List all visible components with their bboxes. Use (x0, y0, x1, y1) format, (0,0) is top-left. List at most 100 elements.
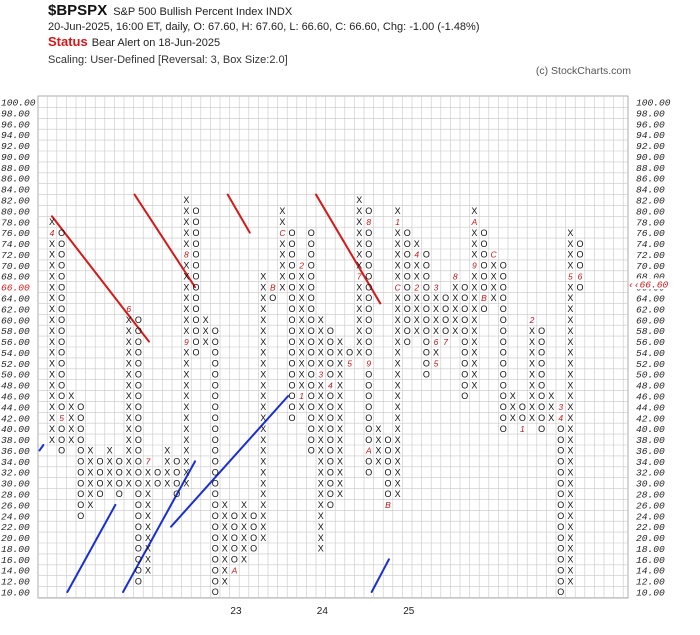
x-box: X (337, 467, 343, 477)
o-box: O (500, 424, 507, 434)
o-box: O (384, 435, 391, 445)
x-box: X (260, 413, 266, 423)
o-box: O (192, 282, 199, 292)
o-box: O (404, 261, 411, 271)
symbol-text: $BPSPX (48, 2, 108, 19)
current-value-bg-left (0, 282, 36, 293)
o-box: O (173, 489, 180, 499)
x-box: X (356, 250, 362, 260)
x-box: X (375, 457, 381, 467)
symbol-description: S&P 500 Bullish Percent Index INDX (113, 6, 293, 18)
x-box: X (471, 282, 477, 292)
o-box: O (288, 228, 295, 238)
x-box: X (222, 533, 228, 543)
o-box: O (384, 478, 391, 488)
month-marker: 9 (472, 261, 477, 271)
o-box: O (58, 391, 65, 401)
x-box: X (318, 478, 324, 488)
x-box: X (567, 261, 573, 271)
o-box: O (96, 457, 103, 467)
o-box: O (365, 380, 372, 390)
x-box: X (299, 293, 305, 303)
o-box: O (500, 380, 507, 390)
o-box: O (308, 304, 315, 314)
x-box: X (510, 402, 516, 412)
trendline (122, 460, 197, 593)
y-tick-left: 86.00 (1, 174, 30, 185)
month-marker: 5 (59, 413, 64, 423)
x-box: X (126, 457, 132, 467)
o-box: O (58, 282, 65, 292)
o-box: O (365, 250, 372, 260)
y-tick-left: 28.00 (1, 490, 30, 501)
x-box: X (414, 326, 420, 336)
x-box: X (491, 271, 497, 281)
x-box: X (567, 402, 573, 412)
x-box: X (222, 555, 228, 565)
y-tick-left: 42.00 (1, 413, 30, 424)
x-box: X (164, 446, 170, 456)
x-box: X (299, 380, 305, 390)
x-box: X (395, 391, 401, 401)
y-tick-right: 40.00 (636, 424, 665, 435)
y-tick-left: 84.00 (1, 185, 30, 196)
x-box: X (356, 206, 362, 216)
y-tick-left: 72.00 (1, 250, 30, 261)
o-box: O (500, 293, 507, 303)
y-tick-left: 46.00 (1, 392, 30, 403)
x-box: X (260, 511, 266, 521)
x-box: X (299, 326, 305, 336)
month-marker: 8 (453, 271, 458, 281)
month-marker: 3 (318, 369, 323, 379)
x-box: X (145, 522, 151, 532)
o-box: O (308, 391, 315, 401)
x-box: X (510, 391, 516, 401)
o-box: O (212, 369, 219, 379)
o-box: O (212, 337, 219, 347)
x-box: X (567, 380, 573, 390)
x-box: X (510, 413, 516, 423)
y-tick-right: 72.00 (636, 250, 665, 261)
o-box: O (557, 544, 564, 554)
x-box: X (452, 282, 458, 292)
o-box: O (557, 576, 564, 586)
month-marker: 1 (299, 391, 304, 401)
x-box: X (318, 337, 324, 347)
x-box: X (375, 435, 381, 445)
pnf-column: 5O (346, 348, 353, 369)
x-box: X (107, 457, 113, 467)
pnf-column: 1OO (519, 402, 526, 434)
x-box: X (299, 402, 305, 412)
x-box: X (567, 239, 573, 249)
o-box: O (77, 435, 84, 445)
status-text: Bear Alert on 18-Jun-2025 (91, 37, 221, 49)
o-box: O (288, 304, 295, 314)
x-box: X (49, 402, 55, 412)
o-box: O (135, 337, 142, 347)
x-box: X (567, 348, 573, 358)
x-box: X (318, 457, 324, 467)
x-box: X (337, 446, 343, 456)
x-year-label: 25 (403, 606, 415, 617)
o-box: O (327, 478, 334, 488)
y-tick-right: 80.00 (636, 206, 665, 217)
y-tick-right: 14.00 (636, 566, 665, 577)
o-box: O (58, 315, 65, 325)
o-box: O (538, 402, 545, 412)
x-box: X (260, 337, 266, 347)
x-box: X (183, 380, 189, 390)
o-box: O (327, 402, 334, 412)
o-box: O (192, 261, 199, 271)
o-box: O (135, 500, 142, 510)
o-box: O (192, 217, 199, 227)
o-box: O (442, 304, 449, 314)
x-box: X (318, 391, 324, 401)
pnf-column: OO (154, 467, 161, 488)
o-box: O (212, 500, 219, 510)
